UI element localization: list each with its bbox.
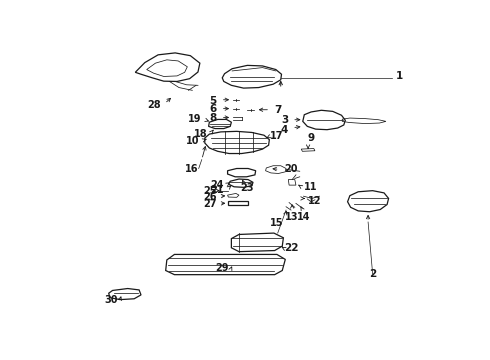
Text: 4: 4 xyxy=(281,125,288,135)
Text: 27: 27 xyxy=(203,199,217,209)
Text: 18: 18 xyxy=(194,129,207,139)
Text: 2: 2 xyxy=(369,269,376,279)
Text: 15: 15 xyxy=(270,218,284,228)
Text: 20: 20 xyxy=(285,164,298,174)
Text: 23: 23 xyxy=(241,183,254,193)
Text: 19: 19 xyxy=(188,114,202,123)
Text: 11: 11 xyxy=(303,182,317,192)
Text: 22: 22 xyxy=(285,243,299,253)
Text: 1: 1 xyxy=(396,72,403,81)
Text: 7: 7 xyxy=(275,105,282,115)
Text: 25: 25 xyxy=(203,186,217,196)
Text: 21: 21 xyxy=(210,185,224,194)
Text: 16: 16 xyxy=(184,164,198,174)
Text: 13: 13 xyxy=(285,212,299,222)
Text: 24: 24 xyxy=(210,180,224,190)
Text: 12: 12 xyxy=(308,195,321,206)
Text: 8: 8 xyxy=(209,113,216,123)
Text: 29: 29 xyxy=(216,263,229,273)
Text: 30: 30 xyxy=(105,294,118,305)
Text: 17: 17 xyxy=(270,131,284,141)
Text: 26: 26 xyxy=(203,192,217,202)
Text: 28: 28 xyxy=(147,100,161,110)
Text: 6: 6 xyxy=(209,104,216,114)
Text: 5: 5 xyxy=(209,96,216,105)
Text: 14: 14 xyxy=(297,212,310,222)
Text: 9: 9 xyxy=(308,133,315,143)
Text: 3: 3 xyxy=(281,115,288,125)
Text: 10: 10 xyxy=(186,136,200,146)
